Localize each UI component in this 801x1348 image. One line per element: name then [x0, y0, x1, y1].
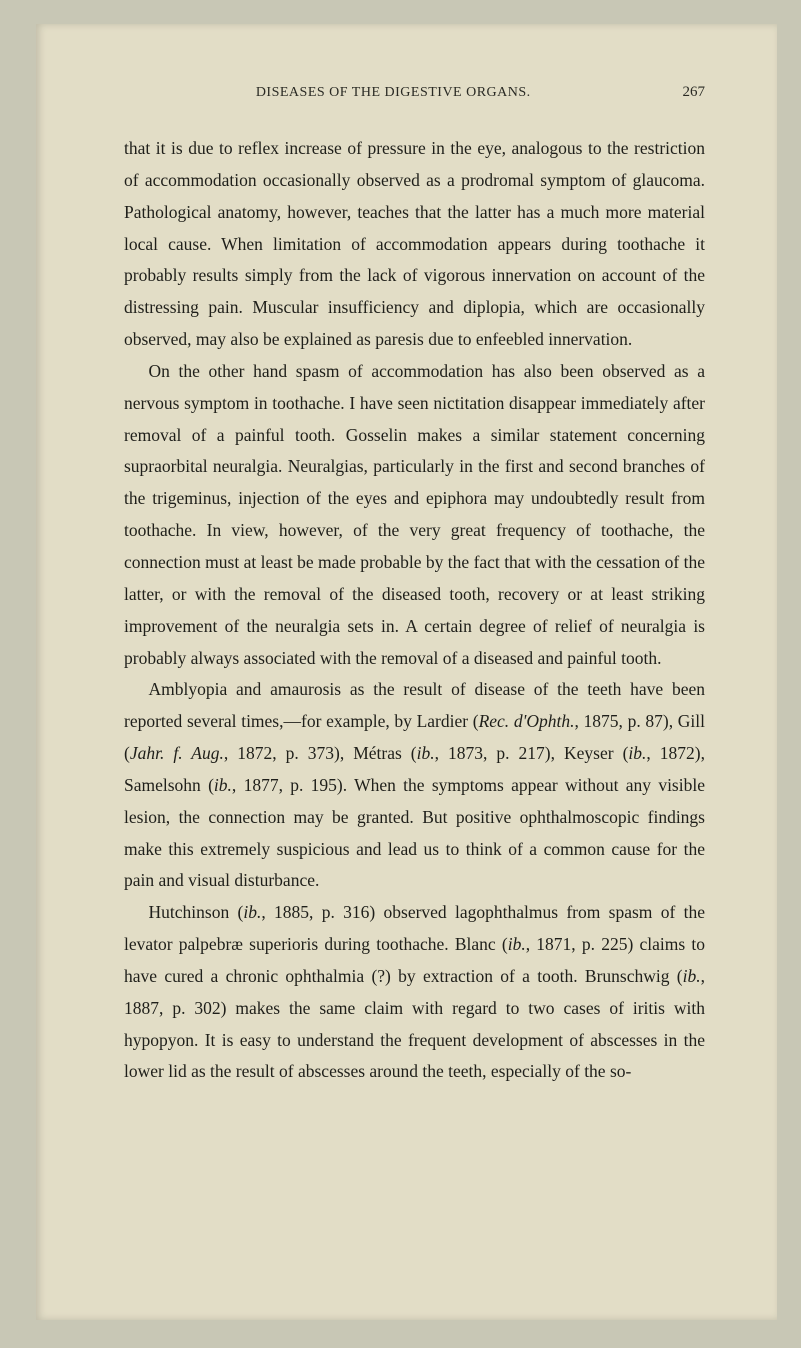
- p3-text-d: , 1873, p. 217), Keyser (: [435, 743, 629, 763]
- p3-citation-jahr: Jahr. f. Aug.: [130, 743, 224, 763]
- paragraph-1: that it is due to reflex increase of pre…: [124, 133, 705, 356]
- p4-citation-ib1: ib.: [243, 902, 261, 922]
- p3-citation-ib2: ib.: [628, 743, 646, 763]
- document-page: DISEASES OF THE DIGESTIVE ORGANS. 267 th…: [36, 24, 777, 1320]
- page-number: 267: [683, 84, 706, 101]
- running-header: DISEASES OF THE DIGESTIVE ORGANS.: [124, 85, 663, 101]
- p4-citation-ib3: ib.: [683, 966, 701, 986]
- p3-citation-ib3: ib.: [214, 775, 232, 795]
- body-text: that it is due to reflex increase of pre…: [124, 133, 705, 1088]
- paragraph-4: Hutchinson (ib., 1885, p. 316) observed …: [124, 897, 705, 1088]
- p4-citation-ib2: ib.: [508, 934, 526, 954]
- paragraph-2: On the other hand spasm of accommodation…: [124, 356, 705, 674]
- p3-text-c: , 1872, p. 373), Métras (: [224, 743, 417, 763]
- p3-citation-rec: Rec. d'Ophth.: [479, 711, 575, 731]
- p3-citation-ib1: ib.: [417, 743, 435, 763]
- paragraph-3: Amblyopia and amaurosis as the result of…: [124, 674, 705, 897]
- header-row: DISEASES OF THE DIGESTIVE ORGANS. 267: [124, 84, 705, 101]
- p4-text-a: Hutchinson (: [149, 902, 244, 922]
